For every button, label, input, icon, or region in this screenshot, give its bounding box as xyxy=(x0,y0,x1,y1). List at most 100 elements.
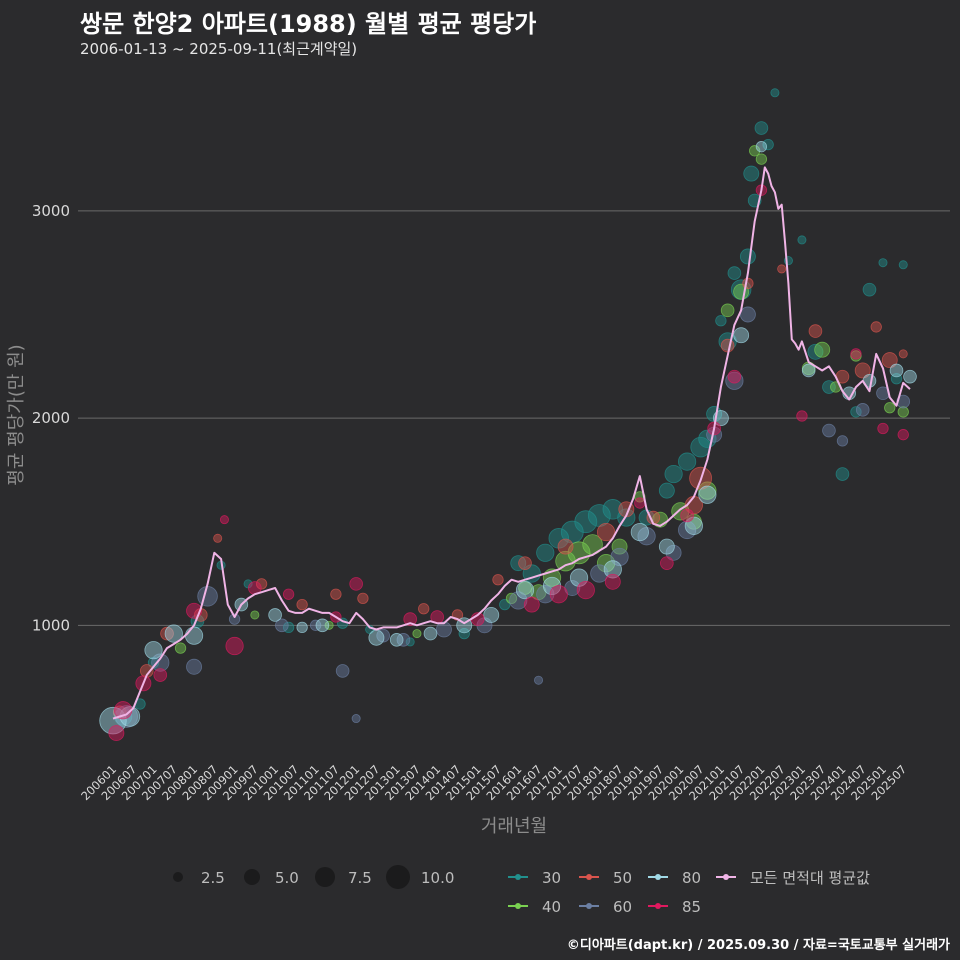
point-85 xyxy=(660,556,674,570)
size-legend-dot xyxy=(386,865,410,889)
legend-label: 50 xyxy=(613,869,632,887)
point-30 xyxy=(715,315,727,327)
legend-key-dot xyxy=(586,874,592,880)
point-50 xyxy=(492,574,504,586)
point-85 xyxy=(680,508,694,523)
legend-label: 80 xyxy=(682,869,701,887)
point-80 xyxy=(630,522,649,542)
point-30 xyxy=(739,248,756,265)
point-50 xyxy=(330,588,342,600)
legend-label: 30 xyxy=(542,869,561,887)
point-30 xyxy=(678,452,697,471)
point-30 xyxy=(770,88,780,98)
point-60 xyxy=(534,675,544,685)
point-40 xyxy=(884,402,896,414)
point-40 xyxy=(814,341,831,358)
point-80 xyxy=(483,607,500,623)
legend-label: 60 xyxy=(613,898,632,916)
point-85 xyxy=(727,369,742,384)
point-60 xyxy=(335,664,350,678)
average-line xyxy=(112,166,911,720)
point-30 xyxy=(664,464,683,484)
point-80 xyxy=(903,369,917,384)
point-80 xyxy=(755,141,768,153)
point-60 xyxy=(376,628,390,643)
point-40 xyxy=(505,592,518,605)
point-60 xyxy=(739,306,756,323)
point-80 xyxy=(603,560,622,579)
point-40 xyxy=(720,303,735,318)
legend-label: 85 xyxy=(682,898,701,916)
size-legend-label: 10.0 xyxy=(421,869,454,887)
source-caption: ©디아파트(dapt.kr) / 2025.09.30 / 자료=국토교통부 실… xyxy=(566,938,950,953)
point-80 xyxy=(99,706,127,735)
point-60 xyxy=(590,564,609,583)
point-85 xyxy=(225,636,244,656)
point-85 xyxy=(604,573,621,590)
point-85 xyxy=(403,612,417,626)
size-legend-dot xyxy=(315,867,335,887)
point-30 xyxy=(822,380,836,394)
point-30 xyxy=(458,627,470,640)
point-40 xyxy=(897,406,909,418)
point-60 xyxy=(836,435,849,447)
point-30 xyxy=(807,343,824,360)
size-legend-label: 5.0 xyxy=(275,869,299,887)
point-85 xyxy=(897,429,909,441)
point-50 xyxy=(854,362,871,379)
point-85 xyxy=(349,577,363,591)
point-60 xyxy=(186,658,203,675)
point-80 xyxy=(368,629,385,646)
x-axis-ticks: 2006012006072007012007072008012008072009… xyxy=(78,762,909,803)
point-30 xyxy=(658,482,675,499)
point-50 xyxy=(518,556,532,570)
gridlines xyxy=(78,210,950,626)
legend-label: 모든 면적대 평균값 xyxy=(750,869,870,887)
size-legend-label: 7.5 xyxy=(348,869,372,887)
point-50 xyxy=(557,538,574,555)
point-85 xyxy=(796,410,808,422)
point-40 xyxy=(412,629,422,639)
point-40 xyxy=(174,642,187,654)
y-tick-label: 1000 xyxy=(32,616,70,634)
y-axis-label: 평균 평당가(만 원) xyxy=(6,344,27,485)
point-40 xyxy=(698,481,717,500)
point-50 xyxy=(870,321,882,333)
point-85 xyxy=(634,497,646,509)
point-80 xyxy=(296,621,308,634)
point-30 xyxy=(797,235,807,245)
point-80 xyxy=(315,618,330,633)
point-85 xyxy=(549,585,568,604)
legend-key-dot xyxy=(655,874,661,880)
point-60 xyxy=(855,403,870,417)
point-85 xyxy=(282,588,295,600)
color-legend: 30 50 80 모든 면적대 평균값 40 60 85 xyxy=(508,869,870,916)
size-legend-dot xyxy=(244,869,260,885)
size-legend-dot xyxy=(173,872,183,882)
point-30 xyxy=(862,282,877,297)
point-50 xyxy=(418,603,430,615)
point-60 xyxy=(665,544,682,561)
average-series-line xyxy=(112,166,911,720)
point-80 xyxy=(144,641,163,660)
point-50 xyxy=(808,324,823,338)
point-50 xyxy=(881,352,898,369)
point-80 xyxy=(423,626,438,641)
legend-key-dot xyxy=(515,903,521,909)
legend-key-dot xyxy=(723,874,729,880)
point-80 xyxy=(889,363,904,378)
point-30 xyxy=(762,138,774,151)
point-60 xyxy=(228,613,241,625)
point-30 xyxy=(727,266,742,280)
point-80 xyxy=(733,327,750,344)
legend-key-dot xyxy=(515,874,521,880)
point-85 xyxy=(523,596,540,613)
point-80 xyxy=(268,608,282,622)
point-40 xyxy=(755,153,768,165)
point-50 xyxy=(777,264,787,274)
point-50 xyxy=(720,338,735,353)
legend-key-dot xyxy=(586,903,592,909)
point-80 xyxy=(801,363,816,378)
point-30 xyxy=(754,121,769,135)
